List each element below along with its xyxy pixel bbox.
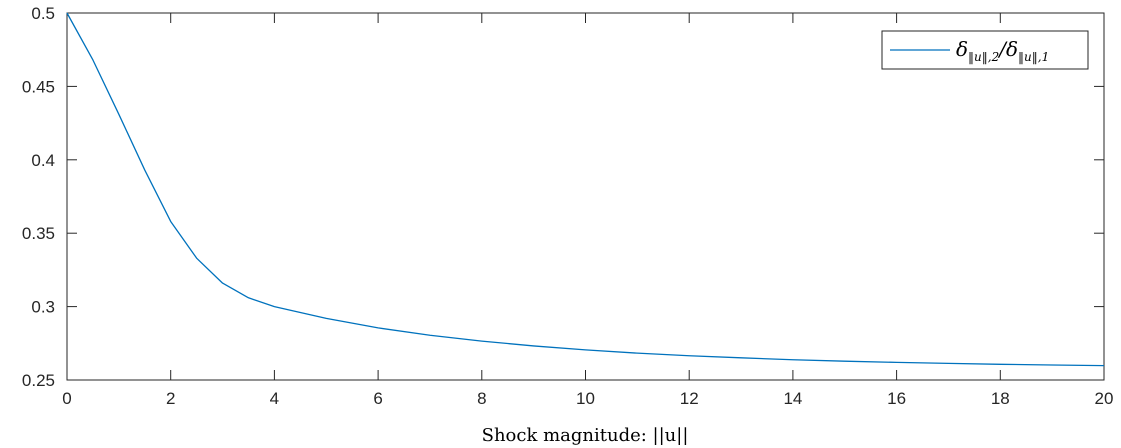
y-tick-label: 0.45 <box>22 77 55 96</box>
x-tick-label: 16 <box>887 389 906 408</box>
legend-delta-2: δ <box>1006 37 1018 61</box>
x-tick-label: 0 <box>62 389 71 408</box>
y-tick-label: 0.5 <box>31 4 55 23</box>
y-tick-label: 0.3 <box>31 298 55 317</box>
x-tick-label: 2 <box>166 389 175 408</box>
legend-subscript-2: ‖u‖,1 <box>1018 50 1049 64</box>
y-tick-label: 0.4 <box>31 151 55 170</box>
x-tick-label: 8 <box>477 389 486 408</box>
x-tick-label: 20 <box>1095 389 1114 408</box>
x-tick-label: 6 <box>373 389 382 408</box>
legend-slash: / <box>997 37 1008 61</box>
x-tick-label: 10 <box>576 389 595 408</box>
x-tick-label: 14 <box>783 389 802 408</box>
y-tick-label: 0.25 <box>22 371 55 390</box>
series-line <box>66 12 1105 367</box>
legend-delta-1: δ <box>956 37 968 61</box>
legend-series-label: δ‖u‖,2/δ‖u‖,1 <box>956 37 1049 64</box>
x-axis-title: Shock magnitude: ||u|| <box>482 425 689 446</box>
x-tick-label: 12 <box>680 389 699 408</box>
plot-area: 0 2 4 6 8 10 12 14 16 18 20 0.25 0.3 0.35 0.4 0.45 0.5 <box>22 4 1114 408</box>
legend-subscript-1: ‖u‖,2 <box>968 50 999 64</box>
y-tick-label: 0.35 <box>22 224 55 243</box>
legend: δ‖u‖,2/δ‖u‖,1 <box>881 30 1089 70</box>
x-tick-label: 18 <box>991 389 1010 408</box>
x-tick-label: 4 <box>270 389 279 408</box>
